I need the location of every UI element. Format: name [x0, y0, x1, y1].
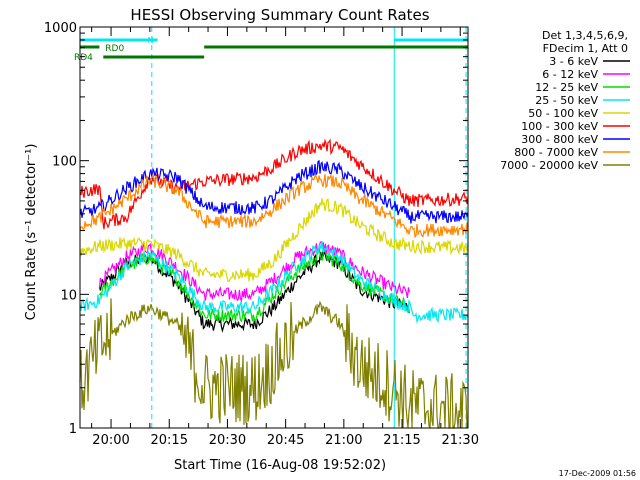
series-line-5: [79, 138, 469, 230]
legend-header-line-1: FDecim 1, Att 0: [543, 42, 628, 55]
x-tick-label-1: 20:15: [151, 433, 188, 448]
legend-header-line-0: Det 1,3,4,5,6,9,: [542, 29, 628, 42]
y-axis-label: Count Rate (s⁻¹ detector⁻¹): [24, 144, 39, 321]
x-tick-label-6: 21:30: [442, 433, 479, 448]
flag-label-rd4: RD4: [74, 53, 93, 63]
legend-label-5: 100 - 300 keV: [521, 120, 598, 133]
plot-frame: [79, 26, 469, 429]
legend-label-4: 50 - 100 keV: [528, 107, 598, 120]
x-tick-label-4: 21:00: [325, 433, 362, 448]
legend-label-8: 7000 - 20000 keV: [500, 159, 598, 172]
x-axis-label: Start Time (16-Aug-08 19:52:02): [174, 458, 386, 473]
y-tick-label-0: 1: [69, 422, 77, 437]
series-line-8: [79, 298, 469, 429]
flag-label-n: N: [148, 36, 154, 45]
series-line-7: [79, 172, 469, 239]
series-line-1: [98, 241, 410, 304]
x-tick-label-3: 20:45: [267, 433, 304, 448]
legend-label-1: 6 - 12 keV: [542, 68, 598, 81]
legend-label-7: 800 - 7000 keV: [514, 146, 598, 159]
flag-label-rd0: RD0: [105, 44, 124, 54]
legend-label-0: 3 - 6 keV: [549, 55, 598, 68]
legend-header: Det 1,3,4,5,6,9,FDecim 1, Att 0: [542, 29, 628, 55]
series-line-4: [79, 198, 469, 283]
generation-date: 17-Dec-2009 01:56: [559, 469, 636, 478]
series-line-3: [79, 241, 469, 324]
y-tick-label-3: 1000: [44, 21, 77, 36]
chart-title: HESSI Observing Summary Count Rates: [130, 6, 429, 24]
series-line-6: [79, 159, 469, 224]
x-tick-label-2: 20:30: [209, 433, 246, 448]
y-tick-label-2: 100: [52, 155, 77, 170]
legend-label-3: 25 - 50 keV: [535, 94, 598, 107]
plot-area: N RD0 RD4 1 10 100 1000 20:00 20:15 20:30 20:45 21:…: [44, 21, 479, 448]
legend-label-2: 12 - 25 keV: [535, 81, 598, 94]
x-tick-label-5: 21:15: [383, 433, 420, 448]
y-tick-label-1: 10: [60, 288, 77, 303]
legend-label-6: 300 - 800 keV: [521, 133, 598, 146]
x-tick-label-0: 20:00: [92, 433, 129, 448]
